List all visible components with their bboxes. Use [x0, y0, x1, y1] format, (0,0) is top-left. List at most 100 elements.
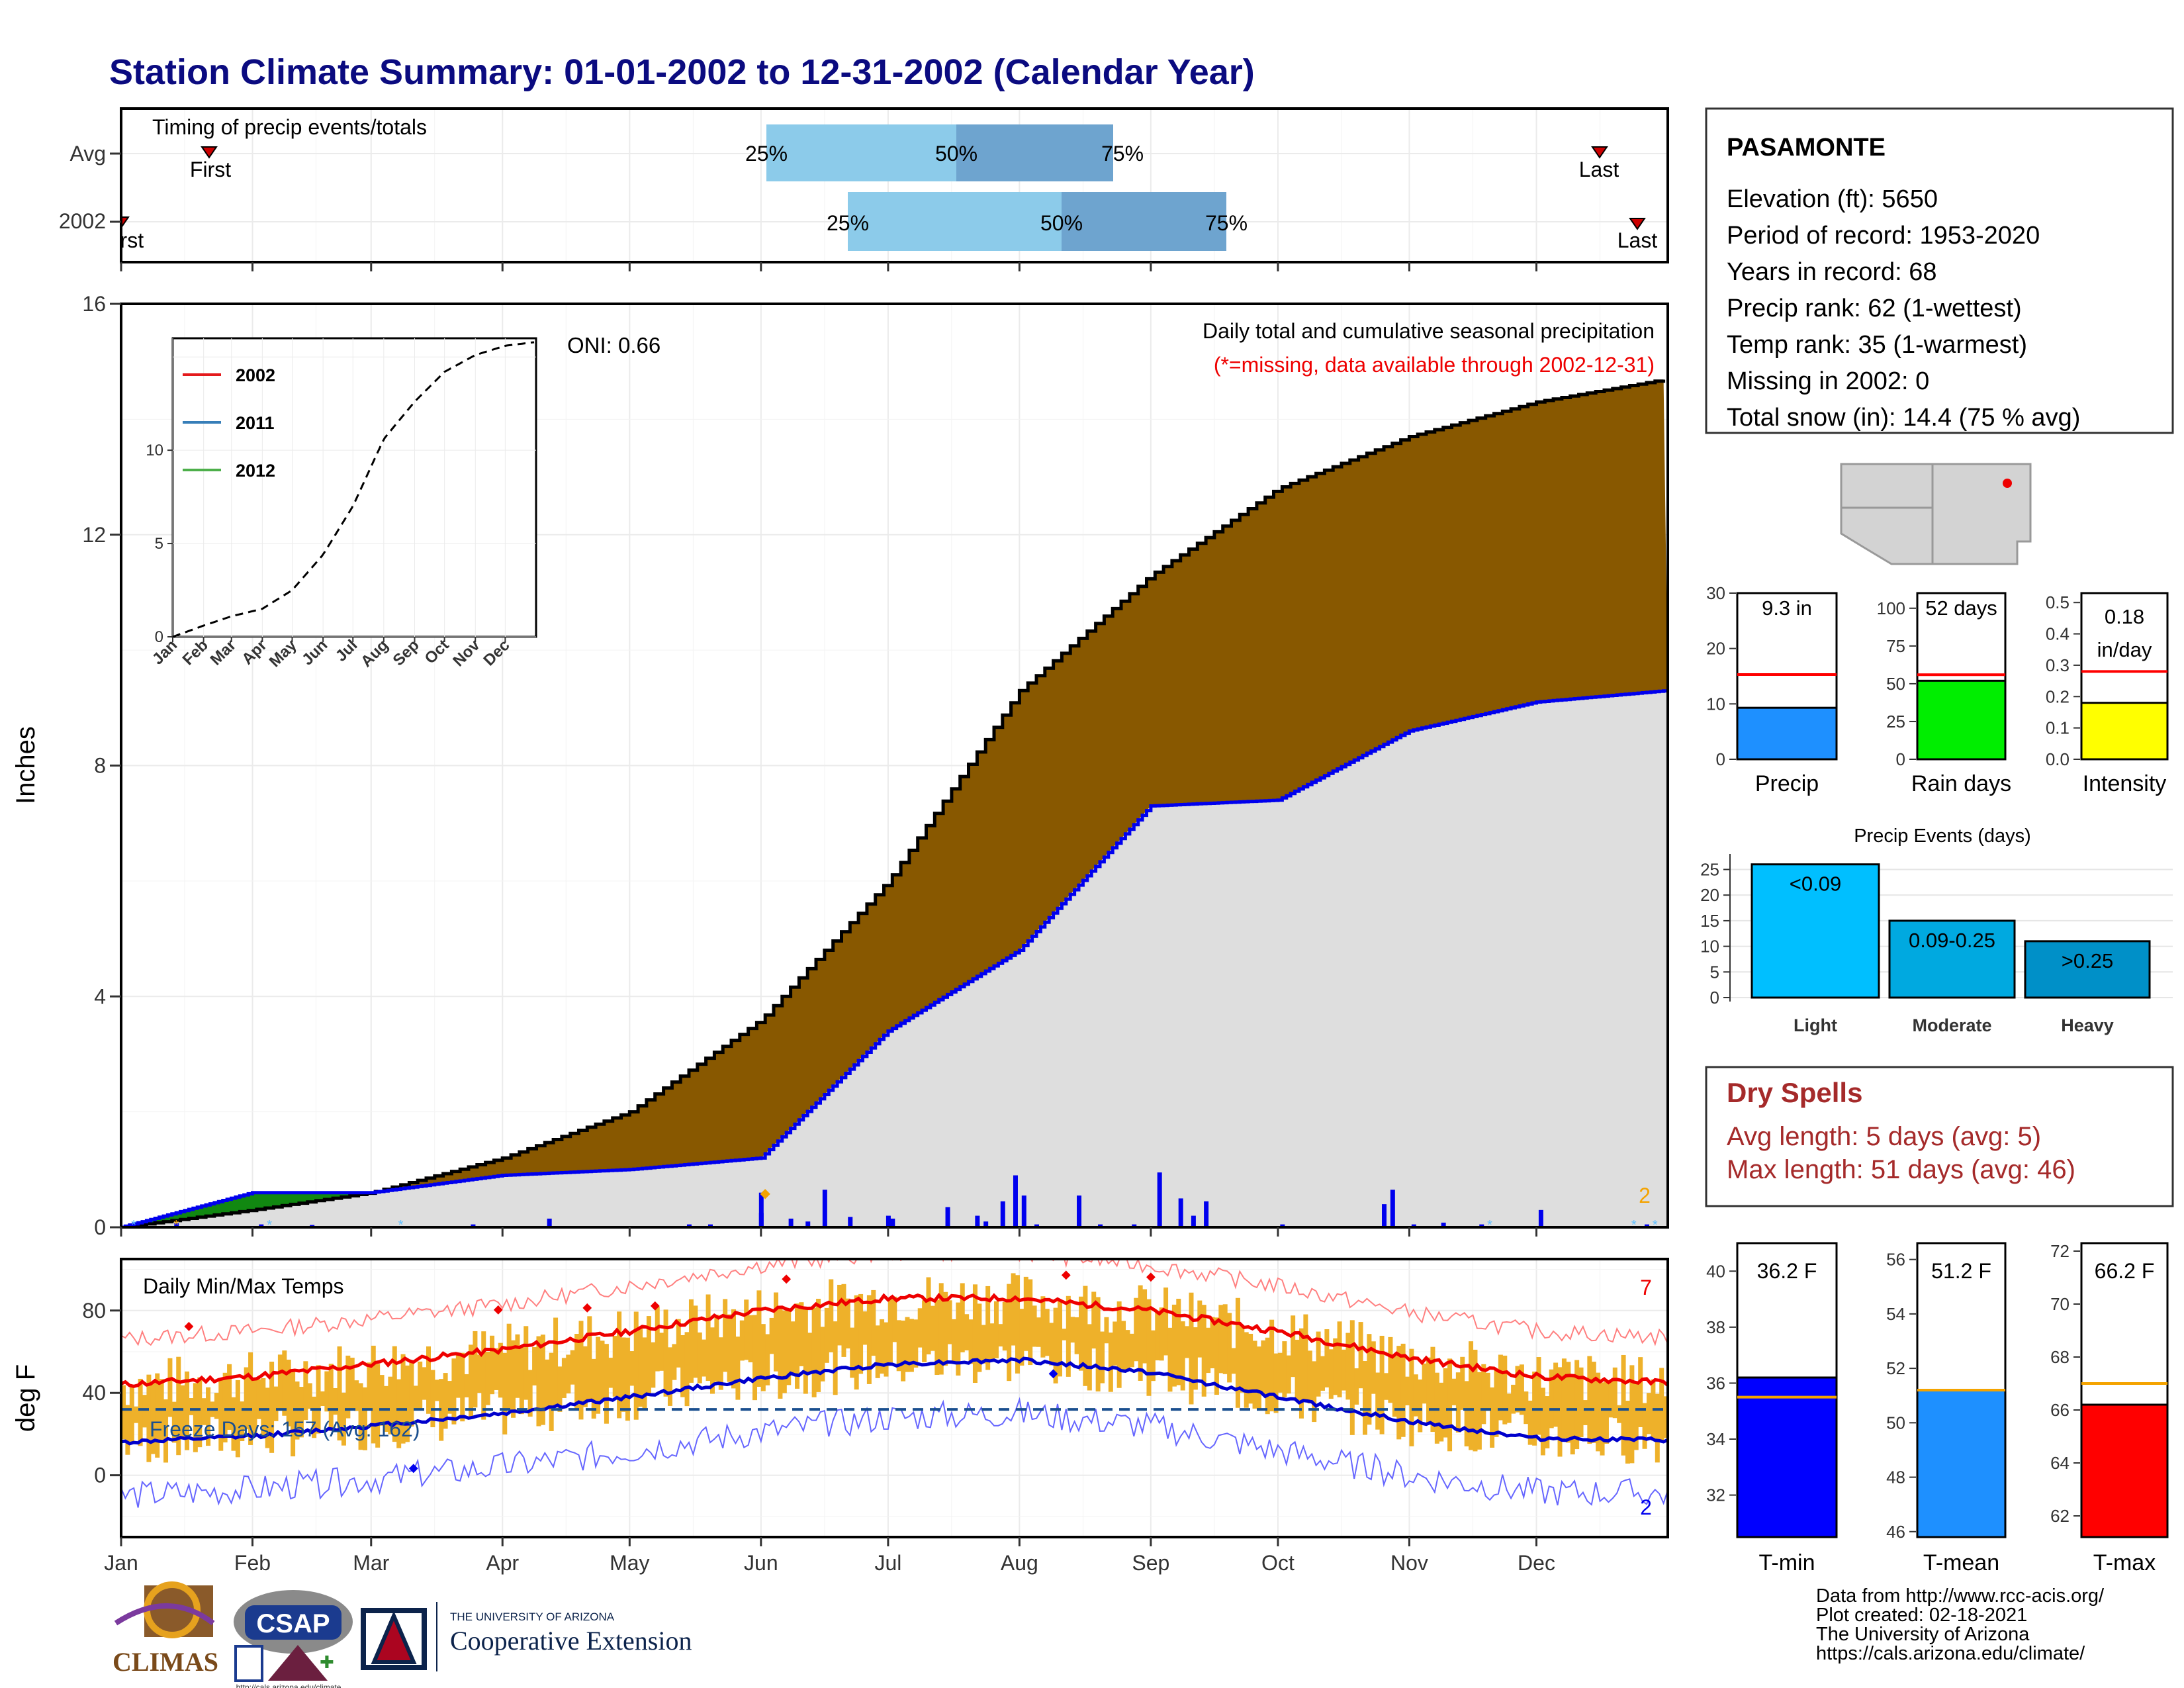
precip-event-y-tick: 15: [1700, 911, 1719, 931]
record-high-marker: ◆: [1062, 1268, 1071, 1281]
first-label-avg: First: [190, 158, 231, 181]
small-bar-y-tick: 10: [1706, 694, 1725, 714]
inset-series-line: [172, 341, 535, 638]
small-bar-y-tick: 0.3: [2046, 655, 2070, 675]
small-bar-y-tick: 0.1: [2046, 718, 2070, 738]
daily-precip-bar: [1441, 1223, 1446, 1227]
temp-y-tick: 80: [82, 1299, 106, 1323]
temp-bar-y-tick: 36: [1706, 1373, 1725, 1393]
station-period: Period of record: 1953-2020: [1727, 222, 2040, 250]
precip-event-category: Light: [1794, 1015, 1837, 1035]
temp-bar-y-tick: 50: [1886, 1413, 1905, 1432]
small-bar-y-tick: 0: [1896, 749, 1905, 769]
temp-bar-y-tick: 70: [2050, 1294, 2070, 1314]
timing-title: Timing of precip events/totals: [152, 115, 427, 139]
precip-event-category: Moderate: [1912, 1015, 1991, 1035]
dry-spells-title: Dry Spells: [1727, 1077, 1862, 1108]
timing-row-label-2002: 2002: [59, 209, 106, 233]
small-bar-y-tick: 100: [1877, 598, 1905, 618]
record-high-marker: ◆: [494, 1303, 503, 1316]
month-tick-label: Jul: [874, 1551, 901, 1575]
temp-bar-y-tick: 66: [2050, 1400, 2070, 1420]
daily-precip-bar: [1098, 1224, 1103, 1227]
month-tick-label: Aug: [1001, 1551, 1038, 1575]
daily-precip-bar: [805, 1221, 811, 1227]
temp-y-axis-label: deg F: [11, 1364, 40, 1432]
last-marker-2002: [1629, 218, 1646, 230]
record-high-marker: ◆: [651, 1298, 660, 1311]
csap-logo: CSAP ✚ http://cals.arizona.edu/climate: [234, 1590, 353, 1688]
credit-data-source: Data from http://www.rcc-acis.org/: [1816, 1585, 2105, 1607]
small-bar-category-label: Precip: [1755, 771, 1819, 796]
daily-precip-bar: [259, 1224, 264, 1227]
observed-cumulative-line: [121, 689, 1668, 1227]
temp-bar-y-tick: 52: [1886, 1358, 1905, 1378]
month-tick-label: Jan: [104, 1551, 138, 1575]
precip-event-bar: [1751, 863, 1880, 999]
timing-p25-avg: [766, 124, 956, 181]
last-label-avg: Last: [1579, 158, 1619, 181]
daily-precip-bar: [1021, 1196, 1026, 1227]
freeze-days: Freeze Days: 157 (Avg: 162): [150, 1417, 420, 1441]
dry-spells-max: Max length: 51 days (avg: 46): [1727, 1155, 2075, 1184]
small-bar-value: [2080, 702, 2169, 761]
precip-event-y-tick: 0: [1710, 988, 1719, 1008]
month-tick-label: Jun: [744, 1551, 778, 1575]
average-max-line: [121, 1292, 1668, 1388]
daily-precip-bar: [788, 1218, 794, 1227]
timing-row-label-avg: Avg: [69, 142, 106, 165]
small-bar-value-label: 52 days: [1925, 596, 1997, 620]
ua-small-text: THE UNIVERSITY OF ARIZONA: [450, 1611, 615, 1623]
precip-event-y-tick: 20: [1700, 885, 1719, 905]
record-low-marker: ◆: [409, 1461, 418, 1474]
precip-event-category: Heavy: [2061, 1015, 2114, 1035]
precip-marker: ◆: [760, 1186, 771, 1201]
small-bar-y-tick: 25: [1886, 712, 1905, 731]
record-min-line: [121, 1397, 1668, 1508]
precip-marker: *: [398, 1218, 404, 1233]
daily-precip-bar: [1191, 1215, 1196, 1227]
precip-marker: *: [1487, 1218, 1492, 1233]
precip-events-chart: Precip Events (days) <0.09 Light 0.09-0.25…: [1700, 825, 2173, 1035]
station-name: PASAMONTE: [1727, 134, 1886, 162]
temp-bar-value-label: 66.2 F: [2095, 1259, 2155, 1283]
credit-institution: The University of Arizona: [1816, 1624, 2030, 1645]
first-marker-2002: [121, 216, 130, 229]
small-bar-y-tick: 30: [1706, 583, 1725, 603]
daily-precip-bar: [127, 1224, 132, 1227]
temp-bar-chart-t-max: 66.2 F 62 64 66 68 70 72 T-max: [2050, 1241, 2169, 1575]
precip-event-y-tick: 25: [1700, 859, 1719, 879]
precip-marker: *: [173, 1218, 179, 1233]
precip-event-bar-label: >0.25: [2062, 949, 2113, 972]
last-marker-avg: [1591, 146, 1608, 159]
small-bar-y-tick: 75: [1886, 636, 1905, 656]
temp-bar-value-label: 51.2 F: [1931, 1259, 1991, 1283]
precip-corner-count: 2: [1639, 1184, 1651, 1207]
precip-panel: * * * * ◆ * * * Daily total and cumulative seas…: [11, 292, 1669, 1239]
temp-bar-category-label: T-min: [1759, 1550, 1815, 1575]
daily-precip-bar: [1157, 1172, 1162, 1227]
small-bar-y-tick: 50: [1886, 674, 1905, 694]
temp-y-tick: 0: [94, 1464, 106, 1487]
credit-plot-created: Plot created: 02-18-2021: [1816, 1605, 2027, 1626]
page-title: Station Climate Summary: 01-01-2002 to 1…: [109, 52, 1255, 92]
daily-precip-bar: [822, 1190, 827, 1227]
daily-precip-bar: [890, 1218, 895, 1227]
temp-bar-y-tick: 46: [1886, 1522, 1905, 1542]
temp-bar-value: [2080, 1403, 2169, 1538]
timing-panel: Timing of precip events/totals 25% 50% 7…: [59, 107, 1669, 271]
month-tick-label: Feb: [234, 1551, 271, 1575]
daily-precip-bar: [1178, 1198, 1183, 1227]
month-tick-label: Nov: [1390, 1551, 1428, 1575]
small-bar-value: [1736, 706, 1838, 761]
deficit-area: [121, 379, 1668, 1227]
location-map: [1840, 461, 2033, 565]
small-bar-value-label: 9.3 in: [1762, 596, 1812, 620]
record-high-count: 7: [1640, 1276, 1652, 1299]
daily-precip-bar: [983, 1221, 989, 1227]
temp-bar-value-label: 36.2 F: [1757, 1259, 1817, 1283]
daily-precip-bar: [1013, 1175, 1018, 1227]
temp-bar-value: [1736, 1376, 1838, 1538]
daily-temp-bars: [121, 1273, 1668, 1464]
